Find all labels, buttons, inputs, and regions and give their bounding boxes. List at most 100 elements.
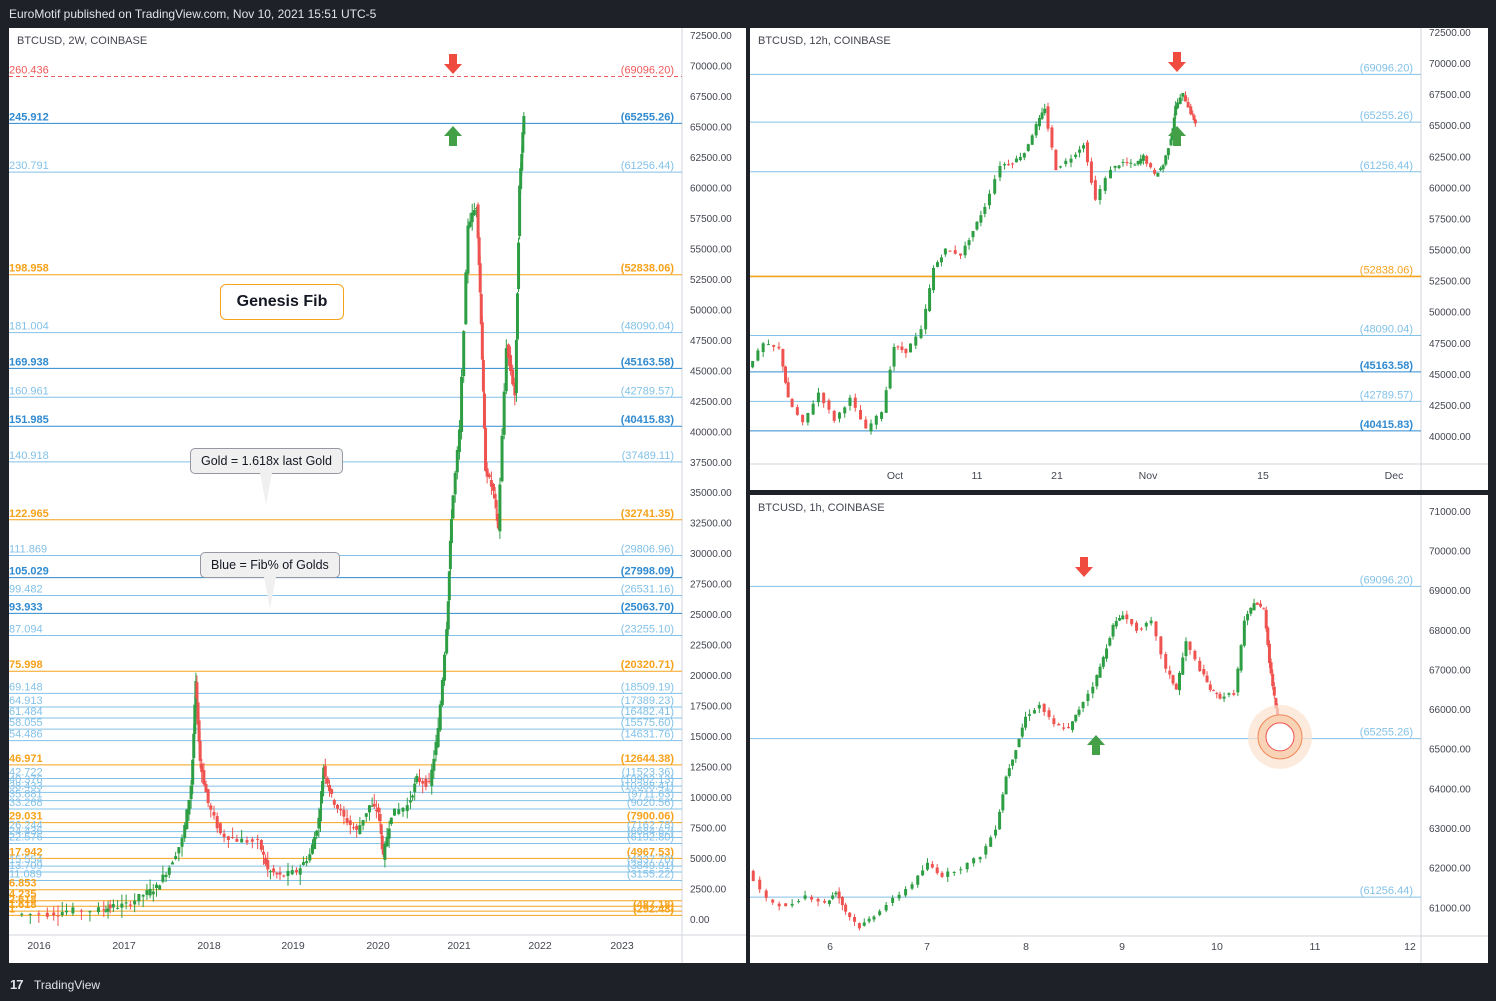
candle-body xyxy=(930,864,934,868)
price-tick-label: 45000.00 xyxy=(1429,370,1471,381)
candle-body xyxy=(1074,714,1078,722)
candle-body xyxy=(174,856,178,859)
chart-panel-12h[interactable]: 72500.00 70000.00 67500.00 65000.00 62500.00… xyxy=(750,28,1488,490)
candle-body xyxy=(462,331,466,377)
chart-panel-2w[interactable]: 72500.00 70000.00 67500.00 65000.00 62500.00… xyxy=(9,28,746,963)
price-tick-label: 22500.00 xyxy=(690,641,732,652)
candle-body xyxy=(298,868,302,875)
candle-body xyxy=(1037,117,1041,127)
footer-brand[interactable]: TradingView xyxy=(34,978,101,992)
fib-price-label: (29806.96) xyxy=(621,544,674,556)
price-tick-label: 65000.00 xyxy=(1429,745,1471,756)
candle-body xyxy=(790,399,794,407)
candle-body xyxy=(786,382,790,398)
chart-canvas-2w[interactable]: 72500.00 70000.00 67500.00 65000.00 62500.00… xyxy=(9,28,746,963)
fib-ratio-label: 29.031 xyxy=(9,811,43,823)
tradingview-logo-icon[interactable]: 17 xyxy=(10,977,24,992)
fib-ratio-label: 169.938 xyxy=(9,356,49,368)
candle-body xyxy=(869,423,873,432)
candle-body xyxy=(411,795,415,798)
candle-body xyxy=(120,903,124,908)
candle-body xyxy=(837,412,841,419)
candle-body xyxy=(245,840,249,843)
candle-body xyxy=(266,860,270,870)
candle-body xyxy=(1269,662,1273,674)
candle-body xyxy=(1239,645,1243,671)
candle-body xyxy=(1030,135,1034,145)
chart-canvas-1h[interactable]: 71000.00 70000.00 69000.00 68000.00 67000.00… xyxy=(750,495,1488,963)
candle-body xyxy=(318,809,322,822)
candle-body xyxy=(777,903,781,907)
fib-price-label: (65255.26) xyxy=(1360,727,1413,739)
candle-body xyxy=(487,474,491,478)
candle-body xyxy=(777,346,781,349)
candle-body xyxy=(28,914,32,916)
candle-body xyxy=(1064,160,1068,165)
price-tick-label: 42500.00 xyxy=(690,397,732,408)
chart-canvas-12h[interactable]: 72500.00 70000.00 67500.00 65000.00 62500.00… xyxy=(750,28,1488,490)
candle-body xyxy=(1144,622,1148,627)
candle-body xyxy=(480,322,484,360)
candle-body xyxy=(196,702,200,725)
fib-ratio-label: 38.433 xyxy=(9,780,43,792)
candle-body xyxy=(361,819,365,826)
candle-body xyxy=(325,777,329,784)
candle-body xyxy=(972,858,976,864)
candle-body xyxy=(843,407,847,414)
fib-ratio-label: 245.912 xyxy=(9,111,49,123)
candle-body xyxy=(1101,656,1105,667)
fib-ratio-label: 11.089 xyxy=(9,869,42,881)
candle-body xyxy=(1069,158,1073,163)
candle-body xyxy=(784,903,788,907)
candle-body xyxy=(145,890,149,895)
candle-body xyxy=(379,824,383,834)
price-tick-label: 68000.00 xyxy=(1429,626,1471,637)
price-tick-label: 72500.00 xyxy=(690,31,732,42)
candle-body xyxy=(427,781,431,783)
candle-body xyxy=(52,912,56,916)
fib-price-label: (45163.58) xyxy=(621,356,675,368)
time-tick-label: 2018 xyxy=(197,940,221,952)
fib-ratio-label: 181.004 xyxy=(9,321,49,333)
fib-price-label: (65255.26) xyxy=(1360,110,1413,122)
red-down-arrow-icon xyxy=(1075,557,1093,577)
fib-price-label: (42789.57) xyxy=(1360,389,1413,401)
fib-price-label: (3849.91) xyxy=(627,860,674,872)
fib-ratio-label: 93.933 xyxy=(9,601,43,613)
candle-body xyxy=(387,828,391,839)
candle-body xyxy=(1043,108,1047,114)
candle-body xyxy=(1149,163,1153,168)
candle-body xyxy=(111,904,115,908)
candle-body xyxy=(256,838,260,840)
price-tick-label: 57500.00 xyxy=(690,214,732,225)
genesis-fib-label: Genesis Fib xyxy=(220,284,344,320)
candle-body xyxy=(154,884,158,888)
fib-price-label: (487.18) xyxy=(633,899,674,911)
candle-body xyxy=(440,679,444,706)
time-tick-label: Nov xyxy=(1139,470,1158,482)
candle-body xyxy=(37,913,41,915)
candle-body xyxy=(364,813,368,817)
candle-body xyxy=(320,791,324,804)
time-tick-label: 15 xyxy=(1257,470,1269,482)
chart-panel-1h[interactable]: 71000.00 70000.00 69000.00 68000.00 67000.00… xyxy=(750,495,1488,963)
candle-body xyxy=(1091,686,1095,694)
fib-ratio-label: 140.918 xyxy=(9,450,49,462)
candle-body xyxy=(834,892,838,895)
footer-bar: 17 TradingView xyxy=(0,972,1496,1001)
candle-body xyxy=(421,781,425,784)
fib-ratio-label: 260.436 xyxy=(9,65,49,77)
fib-ratio-label: 69.148 xyxy=(9,681,43,693)
candle-body xyxy=(771,899,775,903)
candle-body xyxy=(827,900,831,904)
candle-body xyxy=(928,288,932,312)
candle-body xyxy=(1181,657,1185,675)
candle-body xyxy=(102,909,106,911)
candle-body xyxy=(1135,622,1139,631)
candle-body xyxy=(1077,709,1081,715)
candle-body xyxy=(1161,165,1165,170)
price-tick-label: 70000.00 xyxy=(690,61,732,72)
candle-body xyxy=(492,484,496,491)
candle-body xyxy=(959,869,963,871)
candle-body xyxy=(1208,684,1212,690)
